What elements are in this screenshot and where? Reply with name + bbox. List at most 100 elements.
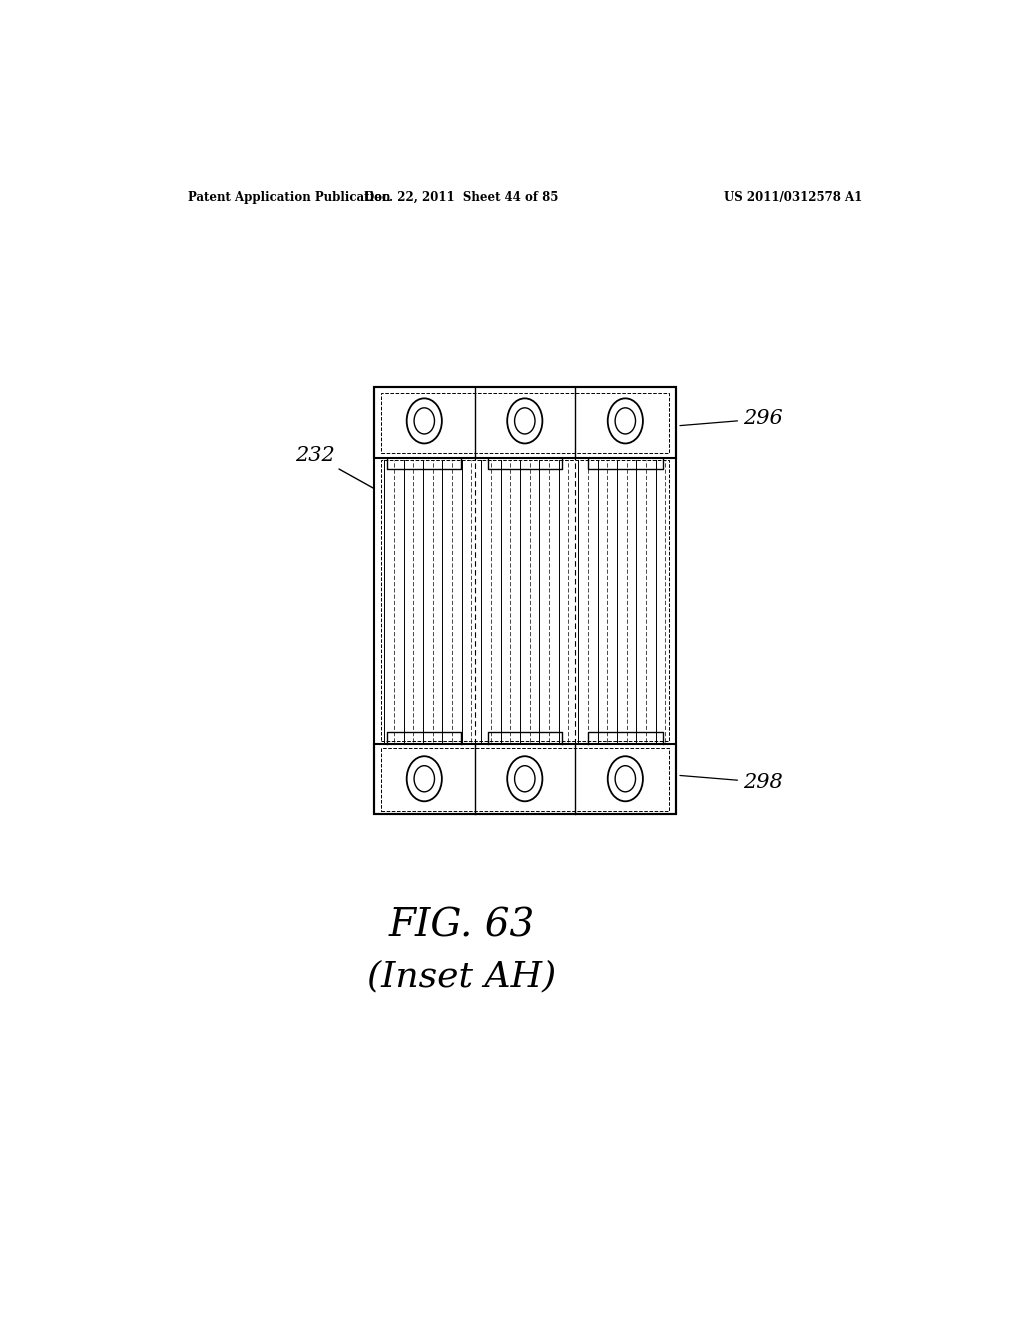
Bar: [374, 483, 381, 491]
Bar: [589, 387, 595, 396]
Bar: [655, 387, 663, 396]
Text: 296: 296: [680, 409, 782, 428]
Bar: [642, 387, 649, 396]
Bar: [374, 709, 381, 718]
Bar: [428, 387, 434, 396]
Bar: [374, 553, 381, 561]
Circle shape: [407, 399, 442, 444]
Bar: [508, 387, 515, 396]
Bar: [421, 387, 428, 396]
Bar: [374, 727, 381, 735]
Bar: [669, 640, 676, 648]
Bar: [669, 396, 676, 404]
Bar: [635, 805, 642, 814]
Bar: [575, 387, 582, 396]
Bar: [374, 796, 381, 805]
Bar: [629, 387, 635, 396]
Bar: [669, 805, 676, 814]
Bar: [434, 805, 441, 814]
Bar: [374, 535, 381, 544]
Bar: [655, 805, 663, 814]
Bar: [374, 500, 381, 510]
Bar: [669, 387, 676, 396]
Bar: [374, 430, 381, 440]
Bar: [374, 587, 381, 597]
Bar: [663, 805, 669, 814]
Bar: [468, 387, 474, 396]
Bar: [381, 805, 387, 814]
Bar: [629, 805, 635, 814]
Bar: [669, 692, 676, 701]
Bar: [521, 805, 528, 814]
Bar: [488, 805, 495, 814]
Bar: [381, 393, 669, 453]
Bar: [582, 805, 589, 814]
Bar: [542, 387, 548, 396]
Bar: [381, 461, 669, 741]
Bar: [374, 413, 381, 422]
Bar: [669, 744, 676, 752]
Bar: [669, 483, 676, 491]
Bar: [669, 796, 676, 805]
Bar: [595, 387, 602, 396]
Bar: [561, 387, 568, 396]
Bar: [447, 805, 455, 814]
Bar: [568, 387, 575, 396]
Circle shape: [414, 408, 434, 434]
Bar: [387, 387, 394, 396]
Bar: [374, 387, 676, 814]
Bar: [394, 387, 400, 396]
Bar: [381, 748, 669, 812]
Bar: [374, 692, 381, 701]
Bar: [374, 387, 676, 458]
Bar: [669, 587, 676, 597]
Bar: [408, 805, 415, 814]
Bar: [461, 805, 468, 814]
Bar: [400, 387, 408, 396]
Bar: [415, 387, 421, 396]
Bar: [381, 387, 387, 396]
Bar: [502, 805, 508, 814]
Bar: [635, 387, 642, 396]
Bar: [387, 805, 394, 814]
Bar: [568, 805, 575, 814]
Bar: [415, 805, 421, 814]
Bar: [575, 805, 582, 814]
Bar: [374, 640, 381, 648]
Text: (Inset AH): (Inset AH): [367, 960, 556, 994]
Bar: [669, 517, 676, 527]
Bar: [374, 447, 381, 457]
Bar: [495, 387, 502, 396]
Bar: [669, 622, 676, 631]
Bar: [642, 805, 649, 814]
Text: Patent Application Publication: Patent Application Publication: [187, 190, 390, 203]
Bar: [374, 779, 381, 788]
Bar: [595, 805, 602, 814]
Circle shape: [507, 756, 543, 801]
Bar: [374, 458, 676, 743]
Bar: [374, 396, 381, 404]
Bar: [548, 387, 555, 396]
Bar: [521, 387, 528, 396]
Bar: [669, 605, 676, 614]
Bar: [374, 622, 381, 631]
Bar: [495, 805, 502, 814]
Bar: [428, 805, 434, 814]
Bar: [649, 805, 655, 814]
Circle shape: [607, 399, 643, 444]
Bar: [582, 387, 589, 396]
Bar: [374, 387, 676, 814]
Bar: [374, 743, 676, 814]
Bar: [455, 805, 461, 814]
Bar: [455, 387, 461, 396]
Text: 298: 298: [680, 772, 782, 792]
Bar: [615, 805, 622, 814]
Bar: [421, 805, 428, 814]
Bar: [669, 657, 676, 665]
Bar: [400, 805, 408, 814]
Bar: [515, 387, 521, 396]
Circle shape: [507, 399, 543, 444]
Bar: [374, 657, 381, 665]
Bar: [441, 387, 447, 396]
Bar: [669, 413, 676, 422]
